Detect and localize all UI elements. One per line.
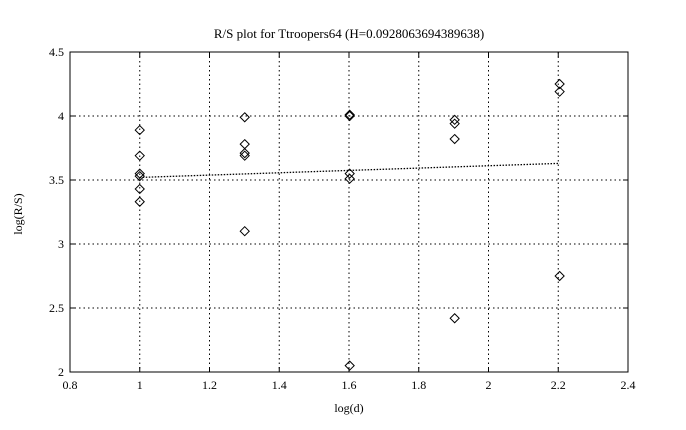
data-point-marker (134, 168, 145, 179)
x-tick-label: 1.2 (202, 378, 217, 392)
x-tick-label: 1.4 (272, 378, 287, 392)
y-tick-label: 3.5 (49, 173, 64, 187)
x-tick-label: 1 (137, 378, 143, 392)
fit-line (139, 162, 560, 179)
x-tick-label: 0.8 (63, 378, 78, 392)
data-point-marker (449, 133, 460, 145)
data-point-marker (239, 147, 250, 159)
data-point-marker (134, 183, 145, 195)
y-tick-label: 2.5 (49, 301, 64, 315)
data-point-marker (554, 78, 565, 90)
fit-line-group (139, 162, 560, 179)
x-tick-label: 1.6 (342, 378, 357, 392)
ticks: 0.8 1 1.2 1.4 1.6 1.8 2 2.2 2.4 2 2.5 3 3.5 4 4.5 (49, 45, 636, 392)
data-point-marker (449, 114, 460, 126)
data-point-marker (239, 112, 250, 123)
x-tick-label: 2 (486, 378, 492, 392)
data-point-marker (134, 196, 145, 207)
data-point-marker (134, 170, 145, 182)
y-tick-label: 2 (58, 365, 64, 379)
data-point-marker (239, 138, 250, 150)
data-point-marker (344, 360, 355, 371)
data-point-marker (344, 109, 355, 120)
y-axis-label: log(R/S) (11, 193, 25, 234)
data-point-marker (344, 173, 355, 184)
data-point-marker (449, 118, 460, 129)
grid (70, 52, 628, 372)
y-tick-label: 4.5 (49, 45, 64, 59)
x-tick-label: 2.4 (621, 378, 636, 392)
chart-title: R/S plot for Ttroopers64 (H=0.0928063694… (214, 26, 484, 41)
data-point-marker (449, 313, 460, 324)
plot-frame (69, 51, 629, 373)
x-tick-label: 1.8 (411, 378, 426, 392)
data-point-marker (239, 150, 250, 161)
data-point-marker (134, 124, 145, 136)
y-tick-label: 4 (58, 109, 64, 123)
data-point-marker (239, 225, 250, 237)
x-axis-label: log(d) (334, 401, 363, 415)
y-tick-label: 3 (58, 237, 64, 251)
data-point-marker (554, 86, 565, 97)
data-point-marker (554, 270, 565, 282)
data-point-marker (344, 110, 355, 122)
data-points (134, 78, 565, 371)
data-point-marker (134, 150, 145, 161)
x-tick-label: 2.2 (551, 378, 566, 392)
data-point-marker (344, 168, 355, 179)
